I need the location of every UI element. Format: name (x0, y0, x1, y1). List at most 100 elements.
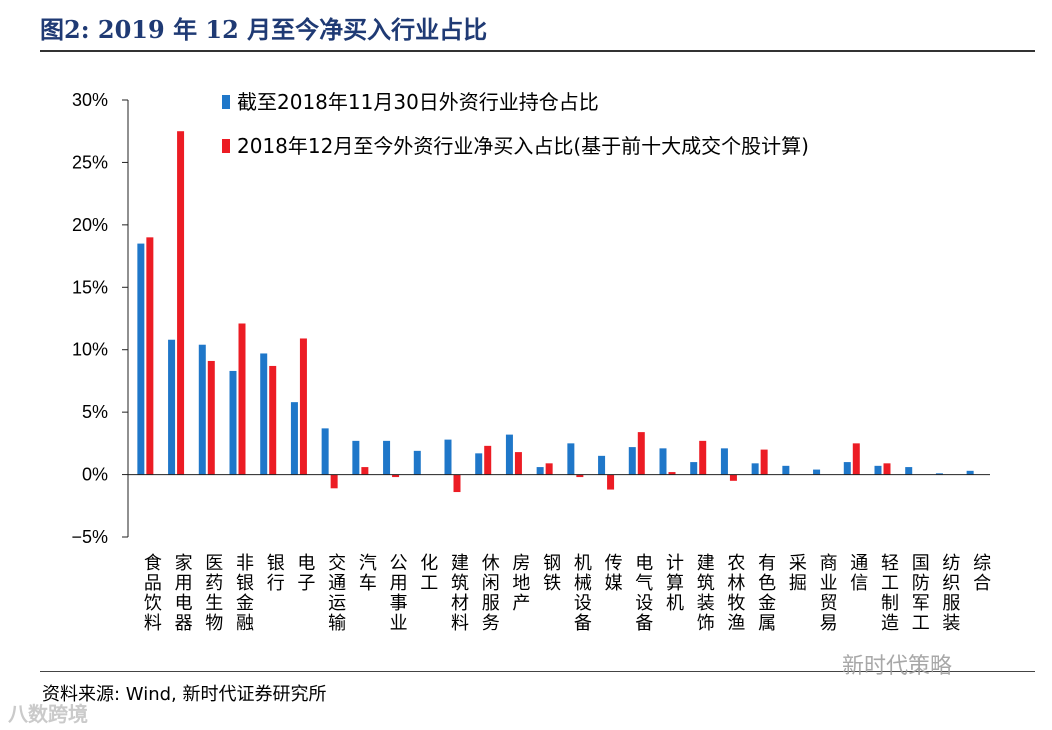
bar-series2-25 (883, 463, 891, 475)
legend-swatch-2 (222, 139, 230, 153)
bar-series1-11 (444, 439, 452, 475)
bar-series1-17 (628, 447, 636, 475)
bar-series1-3 (198, 344, 206, 475)
x-category-label: 建筑装饰 (694, 553, 715, 633)
x-category-label: 建筑材料 (448, 553, 469, 633)
bar-series2-17 (637, 432, 645, 475)
x-category-label: 机械设备 (571, 553, 592, 633)
source-note: 资料来源: Wind, 新时代证券研究所 (42, 684, 327, 705)
x-category-label: 公用事业 (387, 553, 408, 633)
bar-series2-5 (269, 365, 277, 475)
bar-series2-8 (361, 467, 369, 475)
bar-series2-6 (299, 338, 307, 475)
footer-divider (40, 671, 1035, 672)
bar-series1-6 (290, 402, 298, 475)
bar-series1-18 (659, 448, 667, 475)
bar-series2-3 (207, 360, 215, 475)
x-category-label: 电气设备 (632, 553, 653, 633)
y-tick-label: 0% (82, 465, 108, 485)
x-category-label: 交通运输 (325, 553, 346, 633)
x-category-label: 轻工制造 (878, 553, 899, 633)
bar-series1-19 (690, 462, 698, 475)
bar-series2-12 (484, 445, 492, 475)
bar-series1-28 (966, 470, 974, 475)
bar-series1-15 (567, 443, 575, 475)
x-category-label: 休闲服务 (479, 553, 500, 633)
y-tick-label: 10% (72, 340, 108, 360)
y-tick-label: 15% (72, 277, 108, 297)
x-category-label: 采掘 (786, 553, 807, 593)
x-category-label: 钢铁 (540, 553, 561, 593)
bar-series1-27 (935, 473, 943, 475)
figure-title: 图2: 2019 年 12 月至今净买入行业占比 (40, 15, 488, 44)
x-category-label: 通信 (847, 553, 868, 593)
bar-series1-26 (905, 467, 913, 475)
bar-series2-9 (392, 474, 400, 478)
bar-series2-21 (760, 449, 768, 475)
x-category-label: 医药生物 (202, 553, 223, 633)
y-tick-label: −5% (71, 527, 108, 547)
bar-series1-5 (260, 353, 268, 475)
bars-group (137, 131, 974, 493)
bar-series2-7 (330, 474, 338, 489)
y-tick-label: 5% (82, 402, 108, 422)
x-category-label: 国防军工 (909, 553, 930, 633)
x-category-label: 纺织服装 (939, 553, 960, 633)
bar-series1-7 (321, 428, 329, 475)
bar-series2-14 (545, 463, 553, 475)
x-category-label: 非银金融 (233, 553, 254, 633)
x-category-label: 商业贸易 (817, 553, 838, 633)
bar-series1-14 (536, 467, 544, 475)
y-axis: 30% 25% 20% 15% 10% 5% 0% −5% (71, 90, 129, 547)
legend-label-1: 截至2018年11月30日外资行业持仓占比 (237, 90, 599, 114)
watermark-left: 八数跨境 (8, 702, 88, 726)
x-category-label: 汽车 (356, 553, 377, 593)
y-tick-label: 25% (72, 152, 108, 172)
bar-series1-20 (720, 448, 728, 475)
bar-series1-13 (505, 434, 513, 475)
bar-series2-2 (177, 131, 185, 475)
x-category-label: 电子 (294, 553, 315, 593)
bar-series1-22 (782, 465, 790, 475)
bar-series2-18 (668, 472, 676, 475)
y-tick-label: 30% (72, 90, 108, 110)
legend: 截至2018年11月30日外资行业持仓占比 2018年12月至今外资行业净买入占比… (222, 90, 809, 158)
x-category-label: 传媒 (602, 553, 623, 593)
x-category-label: 化工 (417, 553, 438, 593)
x-category-label: 农林牧渔 (724, 553, 745, 633)
x-category-label: 食品饮料 (141, 553, 162, 633)
legend-label-2: 2018年12月至今外资行业净买入占比(基于前十大成交个股计算) (237, 134, 809, 158)
bar-series2-19 (699, 440, 707, 475)
bar-series2-16 (607, 474, 615, 490)
watermark-right: 新时代策略 (842, 654, 953, 679)
bar-series2-4 (238, 323, 246, 475)
bar-series2-20 (729, 474, 737, 481)
bar-series1-10 (413, 450, 421, 475)
x-category-label: 计算机 (663, 553, 684, 613)
bar-series1-1 (137, 243, 145, 475)
bar-series1-16 (598, 455, 606, 475)
bar-series2-24 (852, 443, 860, 475)
bar-series2-13 (514, 452, 522, 475)
bar-series1-25 (874, 465, 882, 475)
legend-swatch-1 (222, 95, 230, 109)
x-category-label: 家用电器 (172, 553, 193, 633)
bar-series2-15 (576, 474, 584, 478)
bar-series1-24 (843, 462, 851, 475)
x-category-label: 银行 (264, 553, 285, 593)
bar-series1-9 (383, 440, 391, 475)
bar-series1-23 (813, 469, 821, 475)
bar-series1-4 (229, 370, 237, 475)
bar-series2-11 (453, 474, 461, 493)
title-divider (40, 50, 1035, 52)
bar-series1-12 (475, 453, 483, 475)
bar-chart: 30% 25% 20% 15% 10% 5% 0% −5% 食品饮料 家用电器 医药生物 非银金融银… (71, 90, 991, 633)
x-category-label: 综合 (970, 553, 991, 593)
y-tick-label: 20% (72, 215, 108, 235)
x-category-label: 有色金属 (755, 553, 776, 633)
bar-series1-8 (352, 440, 360, 475)
bar-series2-1 (146, 237, 154, 475)
bar-series1-2 (168, 339, 176, 475)
x-category-label: 房地产 (509, 553, 530, 613)
x-axis: 食品饮料 家用电器 医药生物 非银金融 银行 电子 交通运输 汽车 公用事业 化工 建筑材料 休闲服务… (128, 474, 991, 633)
